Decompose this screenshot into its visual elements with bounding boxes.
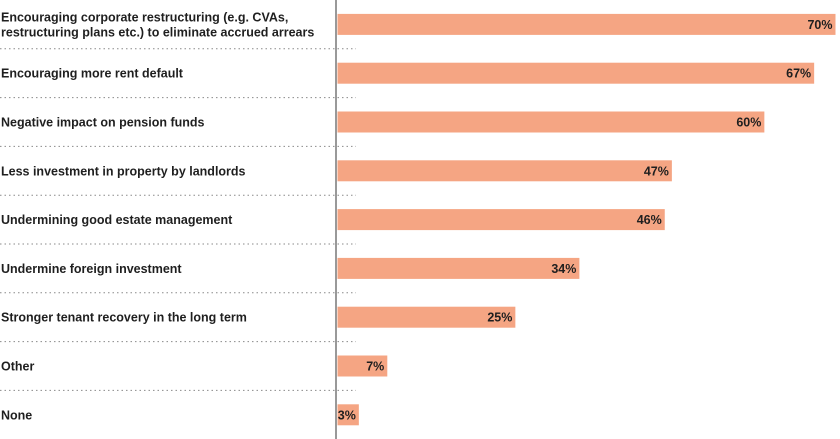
category-label: Encouraging corporate restructuring (e.g… xyxy=(1,10,314,39)
category-label: None xyxy=(1,408,32,422)
category-label: Other xyxy=(1,360,34,374)
category-label-line: None xyxy=(1,408,32,422)
bar-value-label: 3% xyxy=(338,408,356,422)
category-label-line: Undermine foreign investment xyxy=(1,262,182,276)
bar-value-label: 67% xyxy=(786,67,811,81)
category-label-line: Undermining good estate management xyxy=(1,213,233,227)
category-label-line: Encouraging corporate restructuring (e.g… xyxy=(1,10,288,24)
category-label: Stronger tenant recovery in the long ter… xyxy=(1,311,247,325)
category-label: Negative impact on pension funds xyxy=(1,116,205,130)
bar xyxy=(337,160,672,182)
category-label-line: Encouraging more rent default xyxy=(1,67,184,81)
bar xyxy=(337,355,388,377)
bar xyxy=(337,404,359,426)
bar xyxy=(337,13,836,35)
category-label: Encouraging more rent default xyxy=(1,67,184,81)
category-label-line: Less investment in property by landlords xyxy=(1,164,246,178)
category-label: Undermine foreign investment xyxy=(1,262,182,276)
row-separators xyxy=(0,48,356,391)
bar-value-label: 47% xyxy=(644,164,669,178)
bar-value-label: 7% xyxy=(366,360,384,374)
bar-value-label: 46% xyxy=(637,213,662,227)
bar xyxy=(337,306,516,328)
category-label-line: Negative impact on pension funds xyxy=(1,116,205,130)
bar-value-label: 60% xyxy=(736,116,761,130)
category-label-line: Other xyxy=(1,360,34,374)
bars xyxy=(337,13,836,426)
category-labels: Encouraging corporate restructuring (e.g… xyxy=(1,10,314,422)
bar-value-label: 34% xyxy=(551,262,576,276)
category-label: Undermining good estate management xyxy=(1,213,233,227)
bar xyxy=(337,62,815,84)
bar-value-label: 70% xyxy=(807,18,832,32)
bar xyxy=(337,257,580,279)
category-label-line: restructuring plans etc.) to eliminate a… xyxy=(1,25,314,39)
category-label: Less investment in property by landlords xyxy=(1,164,246,178)
category-label-line: Stronger tenant recovery in the long ter… xyxy=(1,311,247,325)
bar-value-label: 25% xyxy=(487,311,512,325)
bar xyxy=(337,111,765,133)
value-labels: 70% 67% 60% 47% 46% 34% 25% 7% 3% xyxy=(338,18,833,422)
bar xyxy=(337,209,665,231)
